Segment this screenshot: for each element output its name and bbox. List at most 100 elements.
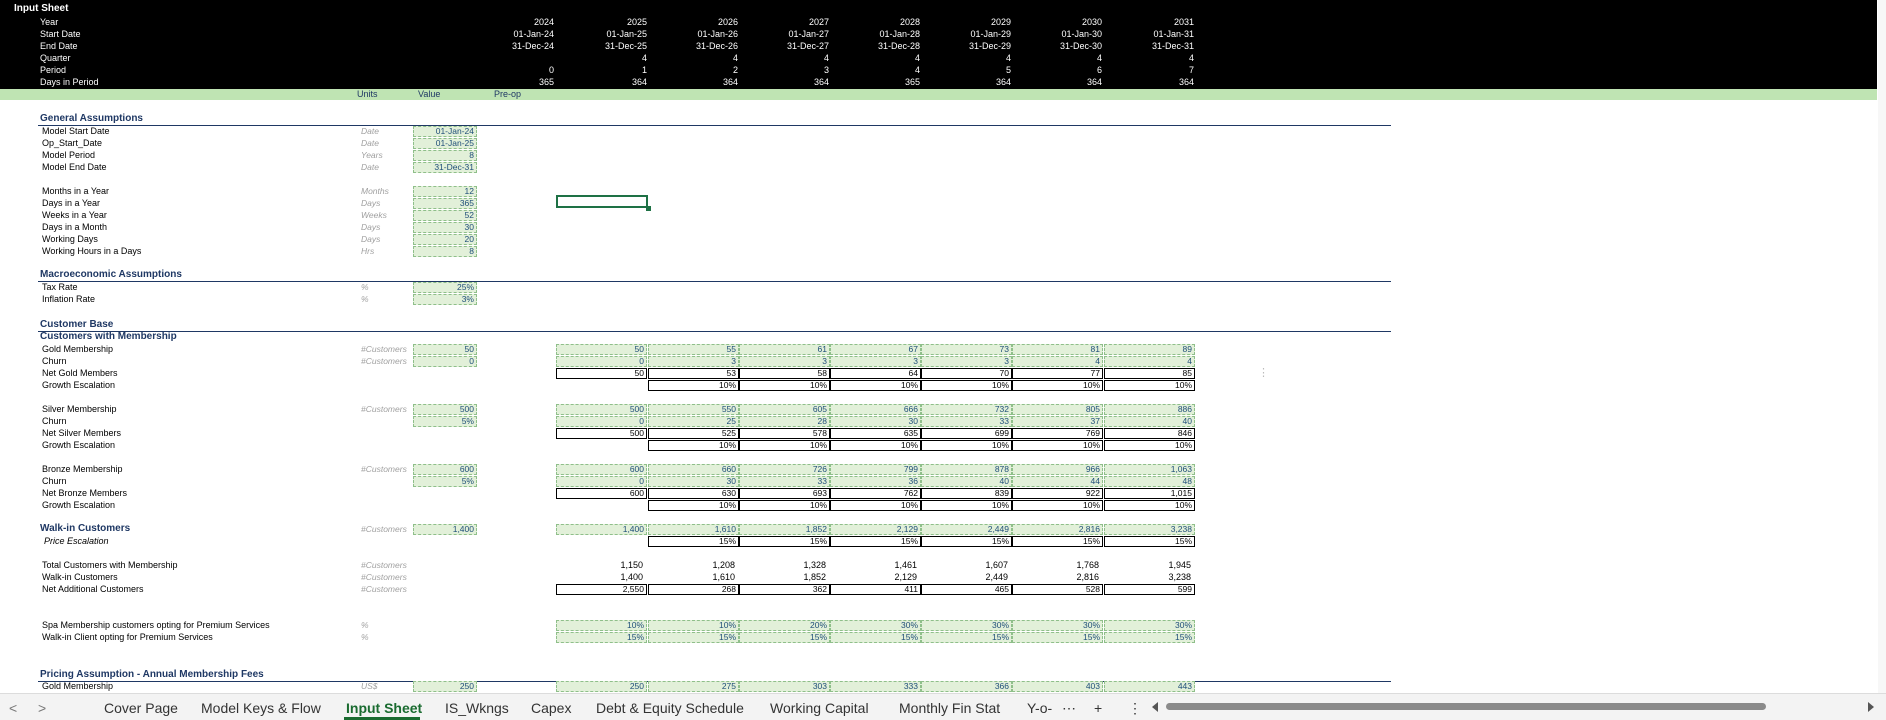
timeline-calc-cell[interactable]: 15%	[921, 536, 1012, 547]
fill-handle[interactable]	[646, 206, 651, 211]
timeline-calc-cell[interactable]: 362	[739, 584, 830, 595]
timeline-cell[interactable]: 2,129	[894, 572, 917, 582]
vertical-scrollbar[interactable]	[1878, 0, 1886, 693]
tab-working-capital[interactable]: Working Capital	[770, 700, 869, 716]
timeline-calc-cell[interactable]: 578	[739, 428, 830, 439]
tab-model-keys-flow[interactable]: Model Keys & Flow	[201, 700, 321, 716]
value-input-cell[interactable]: 50	[413, 344, 477, 355]
timeline-input-cell[interactable]: 3,238	[1104, 524, 1195, 535]
timeline-calc-cell[interactable]: 599	[1104, 584, 1195, 595]
timeline-input-cell[interactable]: 15%	[648, 632, 739, 643]
timeline-input-cell[interactable]: 36	[830, 476, 921, 487]
timeline-input-cell[interactable]: 550	[648, 404, 739, 415]
timeline-input-cell[interactable]: 250	[556, 681, 647, 692]
value-input-cell[interactable]: 5%	[413, 416, 477, 427]
timeline-input-cell[interactable]: 275	[648, 681, 739, 692]
timeline-calc-cell[interactable]: 10%	[830, 440, 921, 451]
timeline-cell[interactable]: 1,607	[985, 560, 1008, 570]
timeline-input-cell[interactable]: 726	[739, 464, 830, 475]
timeline-input-cell[interactable]: 73	[921, 344, 1012, 355]
timeline-input-cell[interactable]: 15%	[830, 632, 921, 643]
timeline-input-cell[interactable]: 666	[830, 404, 921, 415]
timeline-calc-cell[interactable]: 411	[830, 584, 921, 595]
tab-debt-equity-schedule[interactable]: Debt & Equity Schedule	[596, 700, 744, 716]
timeline-calc-cell[interactable]: 53	[648, 368, 739, 379]
timeline-calc-cell[interactable]: 85	[1104, 368, 1195, 379]
timeline-calc-cell[interactable]: 15%	[1104, 536, 1195, 547]
timeline-input-cell[interactable]: 20%	[739, 620, 830, 631]
timeline-calc-cell[interactable]: 465	[921, 584, 1012, 595]
timeline-calc-cell[interactable]: 10%	[1012, 500, 1103, 511]
more-tabs-icon[interactable]: ⋯	[1062, 700, 1076, 716]
timeline-calc-cell[interactable]: 699	[921, 428, 1012, 439]
timeline-input-cell[interactable]: 600	[556, 464, 647, 475]
value-input-cell[interactable]: 8	[413, 246, 477, 257]
timeline-input-cell[interactable]: 878	[921, 464, 1012, 475]
timeline-input-cell[interactable]: 25	[648, 416, 739, 427]
timeline-cell[interactable]: 1,400	[620, 572, 643, 582]
value-input-cell[interactable]: 20	[413, 234, 477, 245]
tab-is-wkngs[interactable]: IS_Wkngs	[445, 700, 509, 716]
timeline-input-cell[interactable]: 55	[648, 344, 739, 355]
timeline-input-cell[interactable]: 67	[830, 344, 921, 355]
timeline-input-cell[interactable]: 443	[1104, 681, 1195, 692]
timeline-calc-cell[interactable]: 10%	[739, 500, 830, 511]
timeline-cell[interactable]: 1,328	[803, 560, 826, 570]
timeline-input-cell[interactable]: 10%	[556, 620, 647, 631]
timeline-calc-cell[interactable]: 10%	[648, 500, 739, 511]
timeline-input-cell[interactable]: 15%	[739, 632, 830, 643]
timeline-input-cell[interactable]: 2,816	[1012, 524, 1103, 535]
value-input-cell[interactable]: 365	[413, 198, 477, 209]
timeline-input-cell[interactable]: 61	[739, 344, 830, 355]
timeline-input-cell[interactable]: 3	[739, 356, 830, 367]
timeline-calc-cell[interactable]: 10%	[921, 440, 1012, 451]
timeline-input-cell[interactable]: 605	[739, 404, 830, 415]
tab-menu-icon[interactable]: ⋮	[1128, 700, 1142, 716]
timeline-calc-cell[interactable]: 600	[556, 488, 647, 499]
timeline-input-cell[interactable]: 886	[1104, 404, 1195, 415]
timeline-input-cell[interactable]: 500	[556, 404, 647, 415]
timeline-input-cell[interactable]: 10%	[648, 620, 739, 631]
timeline-calc-cell[interactable]: 839	[921, 488, 1012, 499]
timeline-calc-cell[interactable]: 2,550	[556, 584, 647, 595]
timeline-input-cell[interactable]: 30	[648, 476, 739, 487]
timeline-input-cell[interactable]: 44	[1012, 476, 1103, 487]
timeline-calc-cell[interactable]: 10%	[1012, 440, 1103, 451]
timeline-calc-cell[interactable]: 58	[739, 368, 830, 379]
timeline-input-cell[interactable]: 660	[648, 464, 739, 475]
scroll-right-icon[interactable]	[1868, 702, 1874, 712]
timeline-input-cell[interactable]: 1,400	[556, 524, 647, 535]
value-input-cell[interactable]: 01-Jan-25	[413, 138, 477, 149]
value-input-cell[interactable]: 25%	[413, 282, 477, 293]
timeline-input-cell[interactable]: 4	[1104, 356, 1195, 367]
timeline-input-cell[interactable]: 966	[1012, 464, 1103, 475]
timeline-input-cell[interactable]: 30%	[1012, 620, 1103, 631]
timeline-input-cell[interactable]: 1,610	[648, 524, 739, 535]
timeline-calc-cell[interactable]: 10%	[921, 500, 1012, 511]
timeline-cell[interactable]: 1,461	[894, 560, 917, 570]
timeline-input-cell[interactable]: 30	[830, 416, 921, 427]
timeline-input-cell[interactable]: 366	[921, 681, 1012, 692]
scroll-left-icon[interactable]	[1152, 702, 1158, 712]
timeline-calc-cell[interactable]: 10%	[1104, 380, 1195, 391]
timeline-input-cell[interactable]: 15%	[1012, 632, 1103, 643]
timeline-input-cell[interactable]: 30%	[1104, 620, 1195, 631]
value-input-cell[interactable]: 12	[413, 186, 477, 197]
timeline-calc-cell[interactable]: 10%	[1104, 440, 1195, 451]
timeline-cell[interactable]: 1,208	[712, 560, 735, 570]
timeline-input-cell[interactable]: 403	[1012, 681, 1103, 692]
timeline-input-cell[interactable]: 303	[739, 681, 830, 692]
tab-monthly-fin-stat[interactable]: Monthly Fin Stat	[899, 700, 1001, 716]
timeline-input-cell[interactable]: 33	[739, 476, 830, 487]
timeline-cell[interactable]: 1,945	[1168, 560, 1191, 570]
timeline-input-cell[interactable]: 89	[1104, 344, 1195, 355]
timeline-input-cell[interactable]: 40	[1104, 416, 1195, 427]
timeline-calc-cell[interactable]: 10%	[921, 380, 1012, 391]
timeline-calc-cell[interactable]: 500	[556, 428, 647, 439]
timeline-input-cell[interactable]: 3	[830, 356, 921, 367]
timeline-calc-cell[interactable]: 635	[830, 428, 921, 439]
timeline-input-cell[interactable]: 4	[1012, 356, 1103, 367]
timeline-input-cell[interactable]: 15%	[1104, 632, 1195, 643]
timeline-calc-cell[interactable]: 10%	[1104, 500, 1195, 511]
timeline-calc-cell[interactable]: 630	[648, 488, 739, 499]
